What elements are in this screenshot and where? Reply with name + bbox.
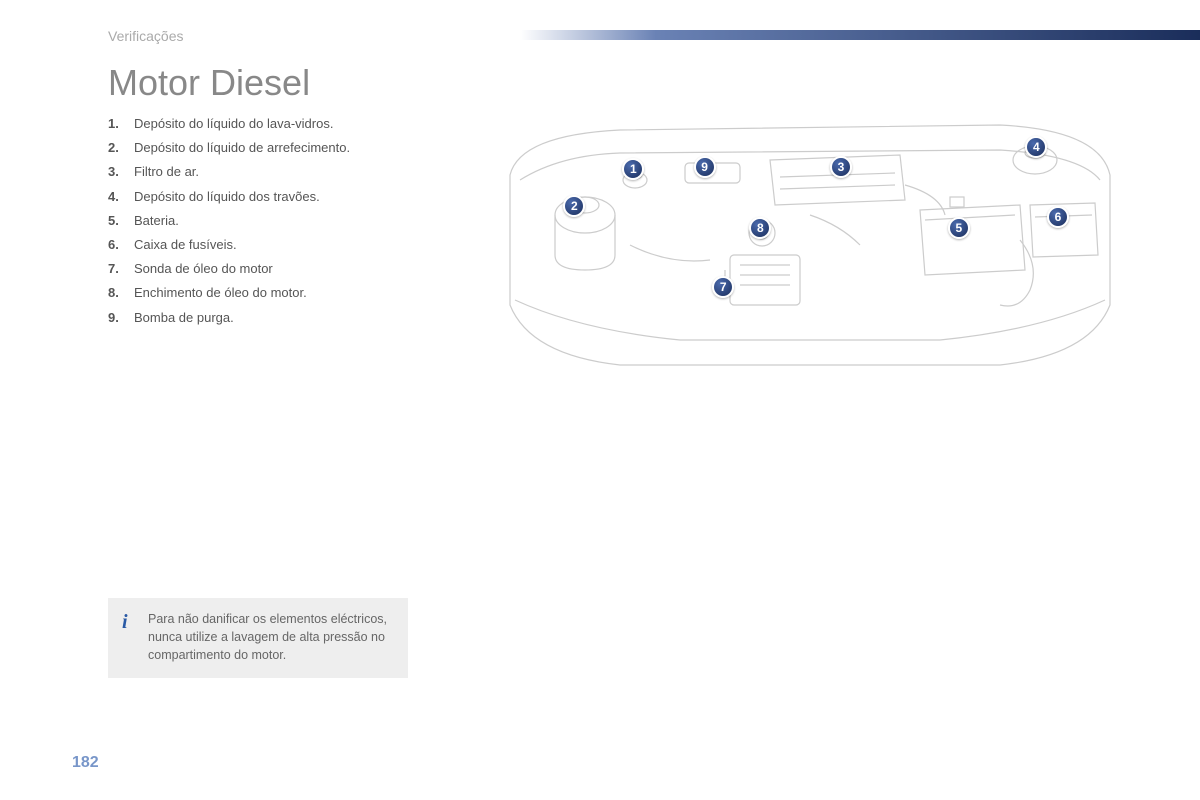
diagram-marker-3: 3 — [830, 156, 852, 178]
breadcrumb: Verificações — [108, 28, 183, 44]
legend-item: 5. Bateria. — [108, 212, 488, 230]
legend-item: 9. Bomba de purga. — [108, 309, 488, 327]
legend-text: Depósito do líquido dos travões. — [134, 188, 488, 206]
legend-item: 3. Filtro de ar. — [108, 163, 488, 181]
legend-text: Bomba de purga. — [134, 309, 488, 327]
legend-text: Depósito do líquido do lava-vidros. — [134, 115, 488, 133]
legend-item: 1. Depósito do líquido do lava-vidros. — [108, 115, 488, 133]
legend-number: 6. — [108, 236, 134, 254]
legend-number: 2. — [108, 139, 134, 157]
legend-number: 8. — [108, 284, 134, 302]
legend-item: 7. Sonda de óleo do motor — [108, 260, 488, 278]
page-number: 182 — [72, 754, 99, 772]
legend-number: 3. — [108, 163, 134, 181]
legend-number: 1. — [108, 115, 134, 133]
diagram-marker-6: 6 — [1047, 206, 1069, 228]
legend-item: 8. Enchimento de óleo do motor. — [108, 284, 488, 302]
legend-text: Bateria. — [134, 212, 488, 230]
legend-text: Caixa de fusíveis. — [134, 236, 488, 254]
info-box: i Para não danificar os elementos eléctr… — [108, 598, 408, 678]
legend-text: Enchimento de óleo do motor. — [134, 284, 488, 302]
diagram-marker-9: 9 — [694, 156, 716, 178]
legend-item: 2. Depósito do líquido de arrefecimento. — [108, 139, 488, 157]
legend-text: Filtro de ar. — [134, 163, 488, 181]
page-title: Motor Diesel — [108, 62, 310, 104]
legend-list: 1. Depósito do líquido do lava-vidros. 2… — [108, 115, 488, 333]
legend-number: 4. — [108, 188, 134, 206]
legend-item: 4. Depósito do líquido dos travões. — [108, 188, 488, 206]
diagram-marker-5: 5 — [948, 217, 970, 239]
legend-text: Depósito do líquido de arrefecimento. — [134, 139, 488, 157]
legend-number: 7. — [108, 260, 134, 278]
legend-number: 9. — [108, 309, 134, 327]
engine-diagram: 123456789 — [500, 105, 1120, 385]
info-box-text: Para não danificar os elementos eléctric… — [148, 612, 387, 662]
legend-item: 6. Caixa de fusíveis. — [108, 236, 488, 254]
header-accent-bar — [520, 30, 1200, 40]
info-icon: i — [122, 608, 128, 637]
legend-text: Sonda de óleo do motor — [134, 260, 488, 278]
legend-number: 5. — [108, 212, 134, 230]
